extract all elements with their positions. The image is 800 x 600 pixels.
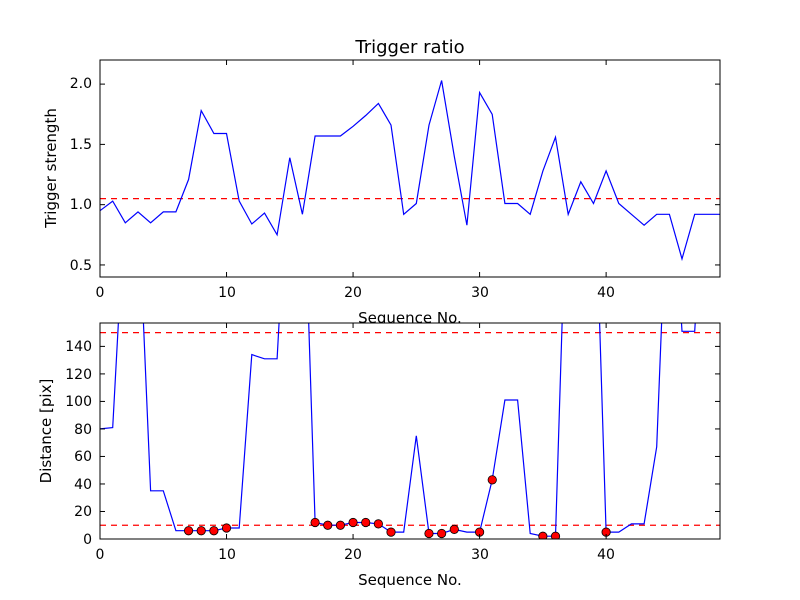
series-line: [100, 80, 720, 262]
x-tick-label: 10: [218, 285, 236, 301]
data-point: [196, 526, 206, 536]
x-tick-label: 40: [597, 285, 615, 301]
data-point: [538, 531, 548, 539]
y-tick-label: 1.0: [70, 197, 92, 213]
data-point: [310, 517, 320, 528]
y-tick-label: 20: [74, 504, 92, 520]
data-point: [550, 531, 561, 539]
data-point: [449, 524, 459, 534]
y-tick-label: 80: [74, 422, 92, 438]
plot-area-top: [100, 60, 720, 277]
y-tick-label: 120: [65, 367, 92, 383]
x-axis-label-bottom: Sequence No.: [358, 571, 462, 589]
x-tick-label: 0: [96, 285, 105, 301]
data-point: [487, 475, 497, 485]
y-tick-label: 0.5: [70, 258, 92, 274]
chart-title: Trigger ratio: [354, 37, 464, 58]
x-tick-label: 30: [471, 547, 489, 563]
data-point: [221, 523, 232, 533]
y-tick-label: 60: [74, 449, 92, 465]
data-point: [348, 517, 358, 528]
trigger-ratio-chart: Trigger ratio Sequence No. Trigger stren…: [42, 37, 721, 327]
y-tick-label: 140: [65, 339, 92, 355]
x-tick-label: 40: [597, 547, 615, 563]
data-point: [361, 517, 371, 528]
plot-frame-top: [99, 59, 721, 278]
distance-chart: Sequence No. Distance [pix] 0 10 20 30 4…: [37, 322, 721, 589]
x-tick-label: 20: [344, 285, 362, 301]
data-point: [209, 526, 219, 536]
y-tick-label: 40: [74, 477, 92, 493]
y-axis-label-top: Trigger strength: [42, 108, 60, 229]
y-tick-label: 100: [65, 394, 92, 410]
y-axis-label-bottom: Distance [pix]: [37, 379, 55, 484]
data-point: [323, 520, 333, 530]
y-tick-label: 1.5: [70, 137, 92, 153]
data-point: [183, 526, 194, 536]
y-tick-label: 0: [83, 532, 92, 548]
x-tick-label: 10: [218, 547, 236, 563]
data-point: [424, 528, 434, 539]
data-point: [386, 527, 396, 537]
plot-area-bottom: [100, 323, 720, 539]
x-tick-label: 0: [96, 547, 105, 563]
x-tick-label: 30: [471, 285, 489, 301]
data-point: [437, 528, 447, 539]
data-point: [373, 519, 383, 529]
plot-frame-bottom: [99, 322, 721, 540]
y-tick-label: 2.0: [70, 76, 92, 92]
x-tick-label: 20: [344, 547, 362, 563]
data-point: [335, 520, 346, 530]
